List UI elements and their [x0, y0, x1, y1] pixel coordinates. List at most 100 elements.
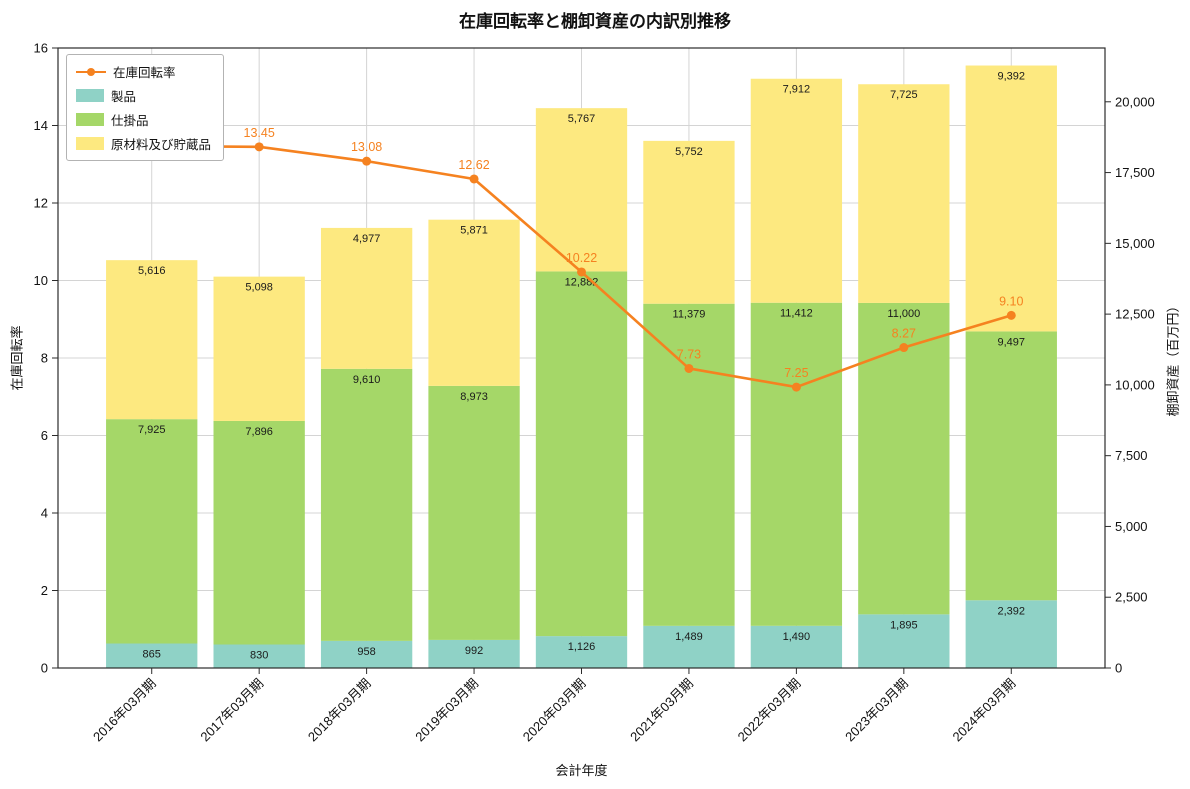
bar-segment-label: 5,871 — [460, 225, 488, 237]
legend-label: 製品 — [111, 90, 137, 104]
bar-segment-label: 4,977 — [353, 233, 381, 245]
bar-segment-label: 8,973 — [460, 391, 488, 403]
chart-title: 在庫回転率と棚卸資産の内訳別推移 — [459, 12, 731, 31]
bar-segment — [643, 303, 735, 626]
x-tick-label: 2020年03月期 — [520, 676, 589, 745]
bar-segment-label: 7,925 — [138, 424, 166, 436]
y-tick-label-right: 15,000 — [1115, 236, 1155, 251]
bar-segment — [213, 644, 305, 668]
x-axis-title: 会計年度 — [555, 763, 608, 778]
y-tick-label-left: 0 — [41, 661, 48, 676]
bar-segment — [750, 302, 843, 626]
y-tick-label-right: 12,500 — [1115, 307, 1155, 322]
x-tick-label: 2019年03月期 — [412, 676, 481, 745]
y-tick-label-right: 0 — [1115, 661, 1122, 676]
line-point-label: 9.10 — [999, 294, 1023, 308]
line-point-label: 7.25 — [784, 366, 808, 380]
y-tick-label-left: 10 — [34, 273, 48, 288]
bar-segment-label: 5,767 — [568, 113, 596, 125]
line-point — [577, 267, 586, 277]
bar-segment-label: 5,098 — [245, 282, 273, 294]
y-tick-label-right: 7,500 — [1115, 448, 1148, 463]
bar-segment — [428, 219, 520, 386]
bar-segment-label: 7,725 — [890, 89, 918, 101]
legend-label: 在庫回転率 — [113, 66, 176, 80]
x-tick-label: 2021年03月期 — [627, 676, 696, 745]
y-tick-label-left: 4 — [41, 506, 48, 521]
bar-segment — [213, 420, 305, 645]
bar-segment — [320, 368, 413, 641]
y-tick-label-left: 8 — [41, 351, 48, 366]
bar-segment — [428, 639, 520, 668]
bar-segment-label: 1,126 — [568, 641, 596, 653]
bar-segment-label: 1,489 — [675, 631, 703, 643]
bar-segment — [106, 419, 198, 644]
y-tick-label-left: 6 — [41, 428, 48, 443]
y-tick-label-right: 5,000 — [1115, 519, 1148, 534]
bar-segment — [106, 643, 198, 668]
y-tick-label-right: 10,000 — [1115, 377, 1155, 392]
bar-segment — [750, 625, 843, 668]
y-tick-label-right: 17,500 — [1115, 165, 1155, 180]
bar-segment — [965, 331, 1057, 601]
y-axis-title-left: 在庫回転率 — [9, 325, 25, 391]
bar-segment-label: 11,412 — [780, 308, 813, 320]
bar-segment-label: 7,896 — [245, 426, 273, 438]
line-point-label: 13.08 — [351, 140, 382, 154]
bar-segment-label: 9,392 — [998, 71, 1026, 83]
bar-segment — [535, 271, 628, 637]
legend-item-products: 製品 — [76, 86, 211, 105]
bar-segment-label: 5,752 — [675, 146, 703, 158]
x-tick-label: 2024年03月期 — [950, 676, 1019, 745]
line-point — [254, 142, 264, 152]
bar-segment — [643, 625, 735, 668]
line-point — [791, 382, 801, 392]
raw-materials-swatch-icon — [76, 137, 104, 150]
bar-segment — [535, 636, 628, 668]
line-point-label: 10.22 — [566, 251, 597, 265]
line-point-label: 7.73 — [677, 347, 701, 361]
bar-segment-label: 1,895 — [890, 619, 918, 631]
line-marker-icon — [76, 66, 106, 78]
bar-segment-label: 11,000 — [887, 308, 920, 320]
x-tick-label: 2018年03月期 — [305, 676, 374, 745]
bar-segment — [858, 84, 950, 303]
legend-label: 原材料及び貯蔵品 — [111, 138, 212, 152]
y-tick-label-left: 16 — [34, 41, 48, 56]
line-point-label: 12.62 — [458, 158, 489, 172]
bar-segment — [643, 140, 735, 304]
line-point-label: 13.45 — [244, 126, 275, 140]
bar-segment-label: 2,392 — [998, 605, 1026, 617]
y-tick-label-right: 20,000 — [1115, 94, 1155, 109]
line-point — [1006, 310, 1016, 320]
legend-item-raw-materials: 原材料及び貯蔵品 — [76, 134, 211, 153]
bar-segment — [750, 78, 843, 303]
line-point — [362, 156, 372, 166]
x-tick-label: 2016年03月期 — [90, 676, 159, 745]
legend-item-turnover: 在庫回転率 — [76, 62, 211, 81]
y-tick-label-left: 12 — [34, 196, 48, 211]
bar-segment — [320, 640, 413, 668]
legend-line-dot — [87, 67, 95, 76]
bar-segment-label: 992 — [465, 645, 483, 657]
wip-swatch-icon — [76, 113, 104, 126]
legend: 在庫回転率 製品 仕掛品 原材料及び貯蔵品 — [66, 54, 225, 161]
x-tick-label: 2022年03月期 — [735, 676, 804, 745]
bar-segment-label: 5,616 — [138, 265, 166, 277]
products-swatch-icon — [76, 89, 104, 102]
bar-segment — [535, 108, 628, 272]
bar-segment-label: 9,497 — [998, 336, 1026, 348]
bar-segment-label: 7,912 — [783, 84, 811, 96]
bar-segment-label: 830 — [250, 650, 268, 662]
line-point — [899, 343, 909, 353]
line-point — [684, 363, 694, 373]
x-tick-label: 2023年03月期 — [842, 676, 911, 745]
bar-segment-label: 9,610 — [353, 374, 381, 386]
bar-segment — [965, 65, 1057, 332]
bar-segment — [858, 614, 950, 668]
bar-segment-label: 958 — [357, 646, 375, 658]
line-point-label: 8.27 — [892, 327, 916, 341]
y-tick-label-left: 14 — [34, 118, 48, 133]
